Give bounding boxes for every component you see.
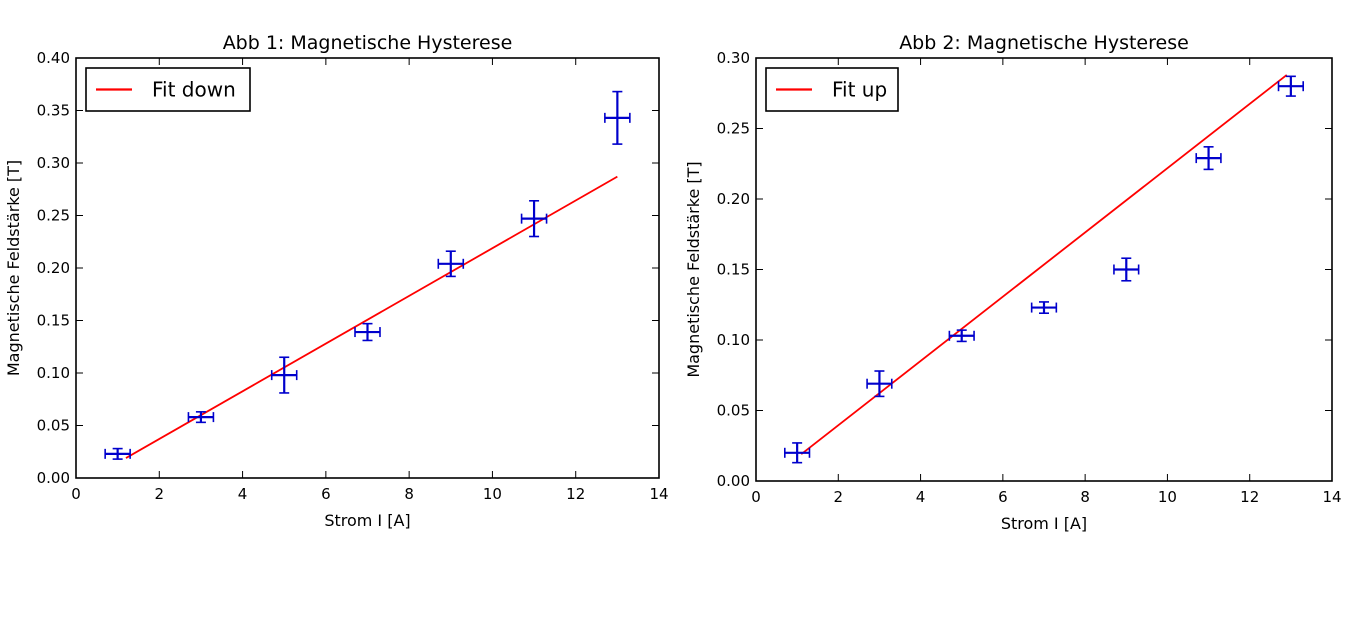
x-axis-label: Strom I [A] <box>324 511 410 530</box>
x-tick-label: 12 <box>566 485 585 503</box>
data-point <box>604 90 631 145</box>
chart-2: Abb 2: Magnetische Hysterese Strom I [A] M… <box>684 32 1342 533</box>
data-point <box>354 322 381 342</box>
x-tick-label: 6 <box>998 488 1008 506</box>
y-tick-label: 0.20 <box>717 190 750 208</box>
y-tick-label: 0.05 <box>717 402 750 420</box>
y-axis-label: Magnetische Feldstärke [T] <box>684 161 703 377</box>
y-tick-label: 0.20 <box>37 259 70 277</box>
x-tick-label: 2 <box>834 488 844 506</box>
x-tick-label: 8 <box>1080 488 1090 506</box>
plot-frame <box>75 57 660 479</box>
data-point <box>270 356 298 394</box>
data-point <box>783 442 811 464</box>
y-tick-label: 0.05 <box>37 417 70 435</box>
y-axis-label: Magnetische Feldstärke [T] <box>4 160 23 376</box>
y-tick-label: 0.00 <box>37 469 70 487</box>
chart-title: Abb 2: Magnetische Hysterese <box>899 32 1189 54</box>
data-point <box>866 370 893 398</box>
y-tick-label: 0.30 <box>717 49 750 67</box>
legend: Fit up <box>765 67 899 112</box>
legend: Fit down <box>85 67 251 112</box>
x-tick-label: 14 <box>1322 488 1341 506</box>
legend-label: Fit up <box>832 78 887 102</box>
x-tick-label: 0 <box>71 485 81 503</box>
y-tick-label: 0.10 <box>37 364 70 382</box>
data-point <box>187 411 215 424</box>
chart-title: Abb 1: Magnetische Hysterese <box>223 32 513 54</box>
x-tick-label: 10 <box>483 485 502 503</box>
chart-1: Abb 1: Magnetische Hysterese Strom I [A] M… <box>4 32 669 530</box>
x-tick-label: 6 <box>321 485 331 503</box>
plot-frame <box>755 57 1333 482</box>
x-tick-label: 10 <box>1158 488 1177 506</box>
y-tick-label: 0.35 <box>37 102 70 120</box>
y-tick-label: 0.10 <box>717 331 750 349</box>
y-tick-label: 0.30 <box>37 154 70 172</box>
fit-line <box>125 175 618 459</box>
x-tick-label: 0 <box>751 488 761 506</box>
data-point <box>1277 75 1304 97</box>
legend-label: Fit down <box>152 78 236 102</box>
data-point <box>437 250 465 278</box>
data-point <box>1113 257 1140 282</box>
data-point <box>104 447 131 460</box>
x-tick-label: 12 <box>1240 488 1259 506</box>
data-point <box>948 329 975 343</box>
data-point <box>1195 146 1222 171</box>
data-point <box>520 200 548 238</box>
x-tick-label: 4 <box>916 488 926 506</box>
x-tick-label: 4 <box>238 485 248 503</box>
y-tick-label: 0.15 <box>37 312 70 330</box>
x-tick-label: 14 <box>649 485 668 503</box>
x-tick-label: 2 <box>155 485 165 503</box>
x-axis-label: Strom I [A] <box>1001 514 1087 533</box>
data-point <box>1030 301 1058 315</box>
fit-line <box>800 74 1288 455</box>
y-tick-label: 0.15 <box>717 261 750 279</box>
y-tick-label: 0.25 <box>717 120 750 138</box>
y-tick-label: 0.40 <box>37 49 70 67</box>
x-tick-label: 8 <box>404 485 414 503</box>
y-tick-label: 0.25 <box>37 207 70 225</box>
y-tick-label: 0.00 <box>717 472 750 490</box>
